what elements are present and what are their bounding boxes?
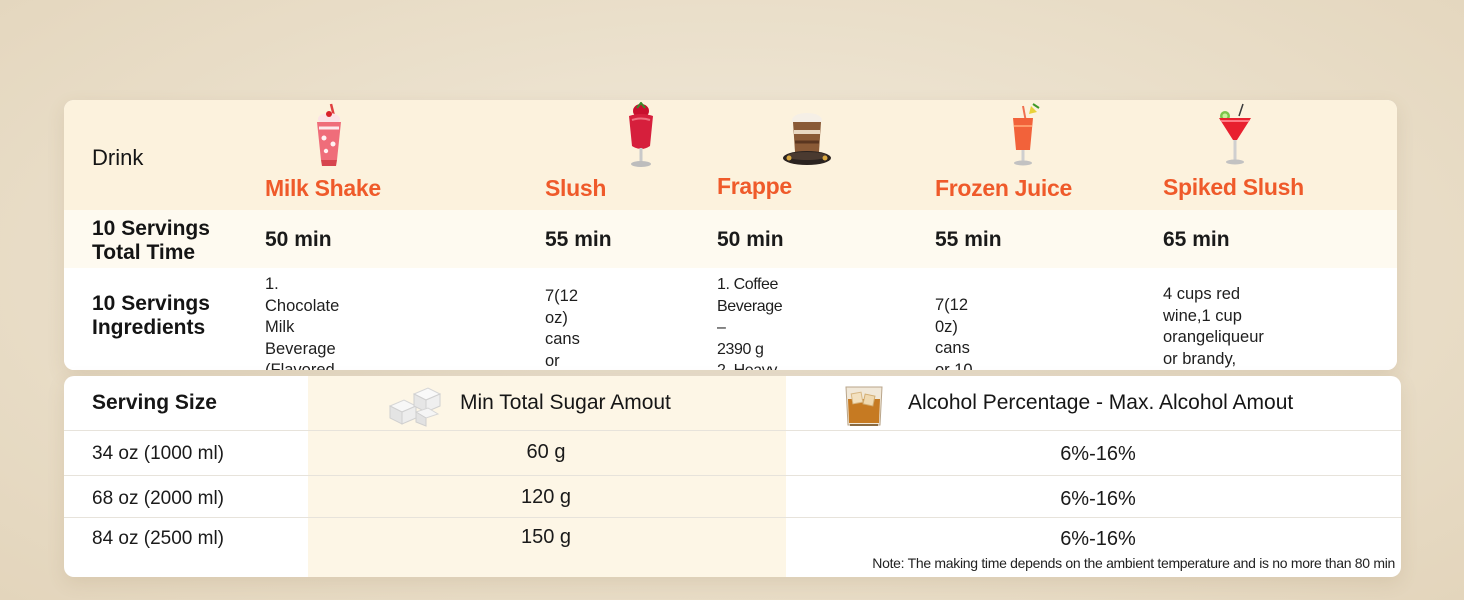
alcohol-cell: 6%-16% xyxy=(1060,528,1136,550)
total-time-label: 10 Servings Total Time xyxy=(92,217,210,264)
serving-size-card: Serving Size Min Total Sugar Amout Alcoh… xyxy=(64,376,1401,577)
time-value: 50 min xyxy=(265,228,332,251)
ingredients-text: 1. Chocolate Milk Beverage (Flavored Mil… xyxy=(265,275,340,370)
ingredients-text: 4 cups red wine,1 cup orangeliqueur or b… xyxy=(1163,285,1264,368)
time-value: 50 min xyxy=(717,228,784,251)
drink-row-label: Drink xyxy=(92,145,144,170)
time-value: 55 min xyxy=(935,228,1002,251)
ingredients-text: 7(12 oz) cans or 10 cups of soda xyxy=(545,287,580,370)
drink-name: Frozen Juice xyxy=(935,175,1072,201)
whiskey-glass-icon xyxy=(845,386,883,426)
table-row: 34 oz (1000 ml) 60 g 6%-16% xyxy=(64,430,1401,473)
ingredients-row: 10 Servings Ingredients 1. Chocolate Mil… xyxy=(64,268,1397,370)
alcohol-header: Alcohol Percentage - Max. Alcohol Amout xyxy=(908,391,1294,414)
drink-name: Spiked Slush xyxy=(1163,174,1304,200)
serving-size-cell: 84 oz (2500 ml) xyxy=(92,528,225,549)
time-value: 65 min xyxy=(1163,228,1230,251)
alcohol-cell: 6%-16% xyxy=(1060,443,1136,465)
serving-table-header: Serving Size Min Total Sugar Amout Alcoh… xyxy=(64,376,1401,430)
drink-comparison-card: Drink Milk Shake xyxy=(64,100,1397,370)
milkshake-icon xyxy=(317,103,341,166)
drink-name: Milk Shake xyxy=(265,175,381,201)
ingredients-label: 10 Servings Ingredients xyxy=(92,292,210,339)
drink-name: Slush xyxy=(545,175,607,201)
table-row: 68 oz (2000 ml) 120 g 6%-16% xyxy=(64,475,1401,518)
sugar-amount-cell: 150 g xyxy=(520,526,572,548)
serving-size-cell: 34 oz (1000 ml) xyxy=(92,443,225,464)
drink-header-row: Drink Milk Shake xyxy=(64,100,1397,210)
sugar-amount-cell: 120 g xyxy=(520,486,572,508)
sugar-cubes-icon xyxy=(388,387,442,427)
sugar-amount-cell: 60 g xyxy=(526,441,566,463)
spiked-slush-icon xyxy=(1219,103,1251,165)
table-row: 84 oz (2500 ml) 150 g 6%-16% xyxy=(64,517,1401,560)
footnote: Note: The making time depends on the amb… xyxy=(872,555,1395,571)
total-time-row: 10 Servings Total Time 50 min 55 min 50 … xyxy=(64,210,1397,268)
serving-size-cell: 68 oz (2000 ml) xyxy=(92,488,225,509)
ingredients-text: 1. Coffee Beverage – 2390 g 2. Heavy Cre… xyxy=(717,276,783,370)
drink-name: Frappe xyxy=(717,173,792,199)
time-value: 55 min xyxy=(545,228,612,251)
frozen-juice-icon xyxy=(1013,103,1040,166)
sugar-column-band xyxy=(308,376,786,577)
serving-size-header: Serving Size xyxy=(92,391,217,414)
frappe-icon xyxy=(783,113,831,165)
ingredients-text: 7(12 0z) cans or 10 cups of orange juice xyxy=(935,296,973,370)
slush-icon xyxy=(629,102,653,167)
sugar-amount-header: Min Total Sugar Amout xyxy=(460,391,671,414)
alcohol-cell: 6%-16% xyxy=(1060,488,1136,510)
